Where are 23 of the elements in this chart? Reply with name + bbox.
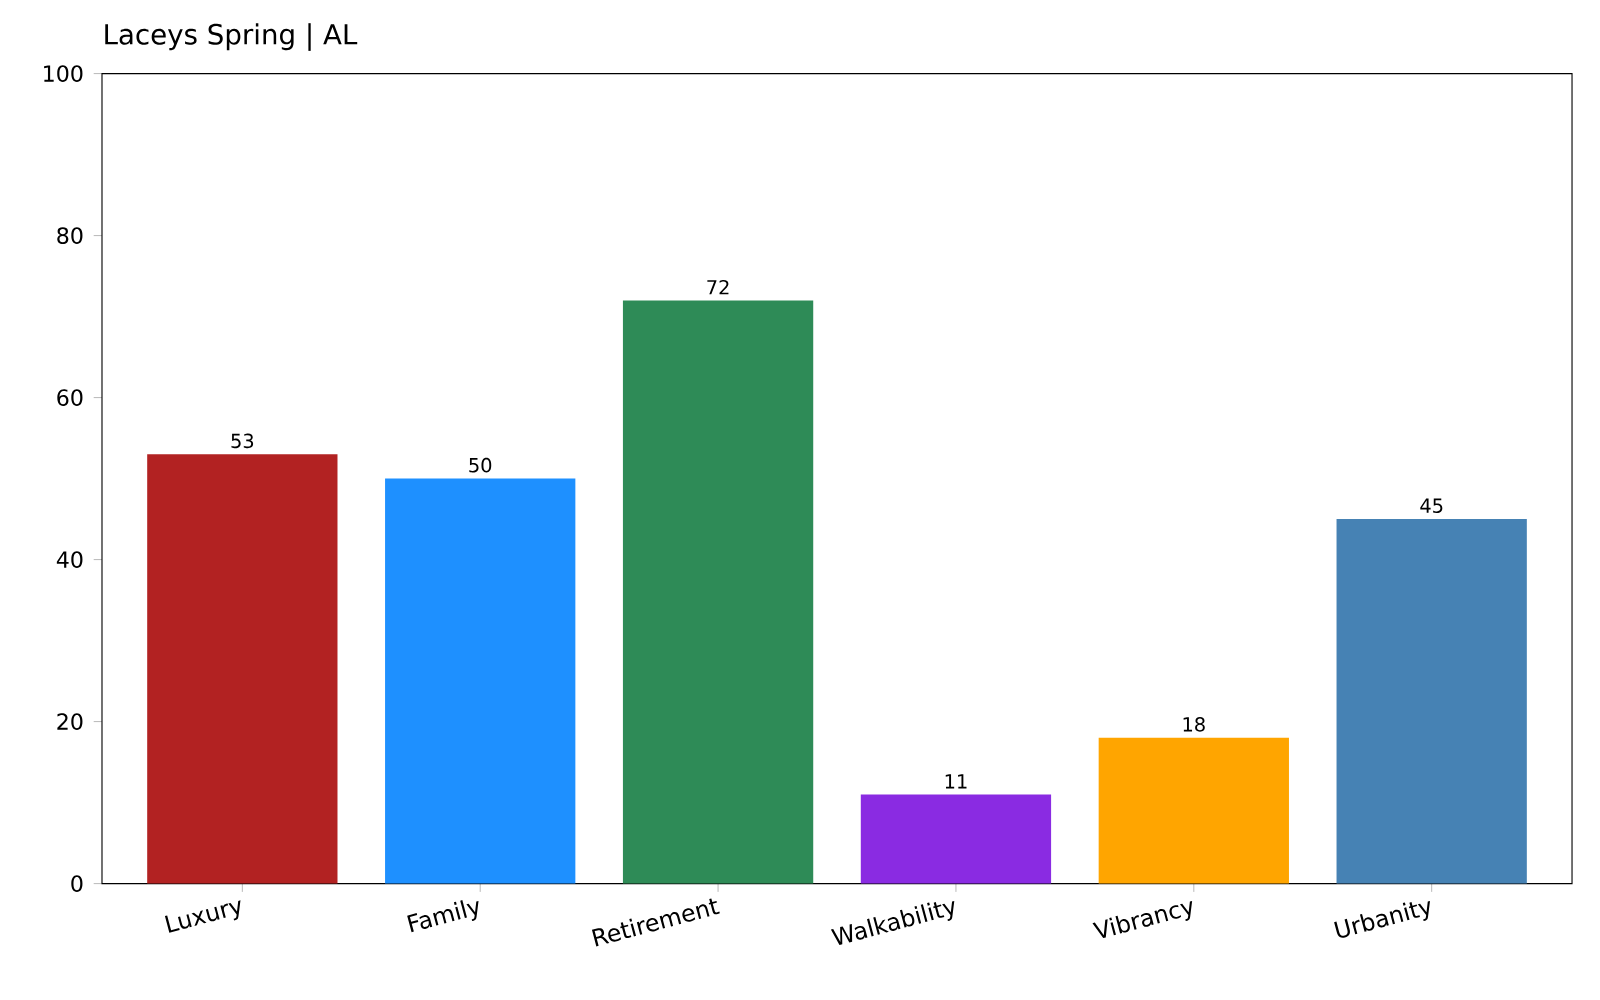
- y-tick-label: 0: [71, 875, 83, 892]
- y-tick-label: 100: [44, 65, 83, 82]
- x-tick-label: Urbanity: [1334, 900, 1430, 938]
- data-label: 53: [231, 433, 254, 449]
- y-tick-label: 40: [56, 551, 83, 568]
- y-tick-label: 60: [57, 389, 83, 406]
- data-label: 50: [469, 457, 492, 473]
- bar: [622, 300, 814, 884]
- bar: [1098, 737, 1289, 884]
- data-label: 18: [1183, 717, 1205, 732]
- data-label: 72: [707, 279, 729, 295]
- bar: [1336, 519, 1527, 884]
- bar: [385, 478, 576, 884]
- chart-title: Laceys Spring | AL: [105, 23, 358, 51]
- data-label: 45: [1420, 498, 1443, 513]
- x-tick-label: Family: [407, 900, 479, 933]
- y-tick-label: 20: [57, 713, 83, 730]
- y-tick-label: 80: [57, 227, 83, 244]
- x-tick-label: Vibrancy: [1092, 900, 1193, 939]
- x-tick-label: Luxury: [164, 900, 241, 933]
- data-label: 11: [945, 774, 967, 789]
- bar: [147, 454, 338, 884]
- bar: [860, 794, 1052, 884]
